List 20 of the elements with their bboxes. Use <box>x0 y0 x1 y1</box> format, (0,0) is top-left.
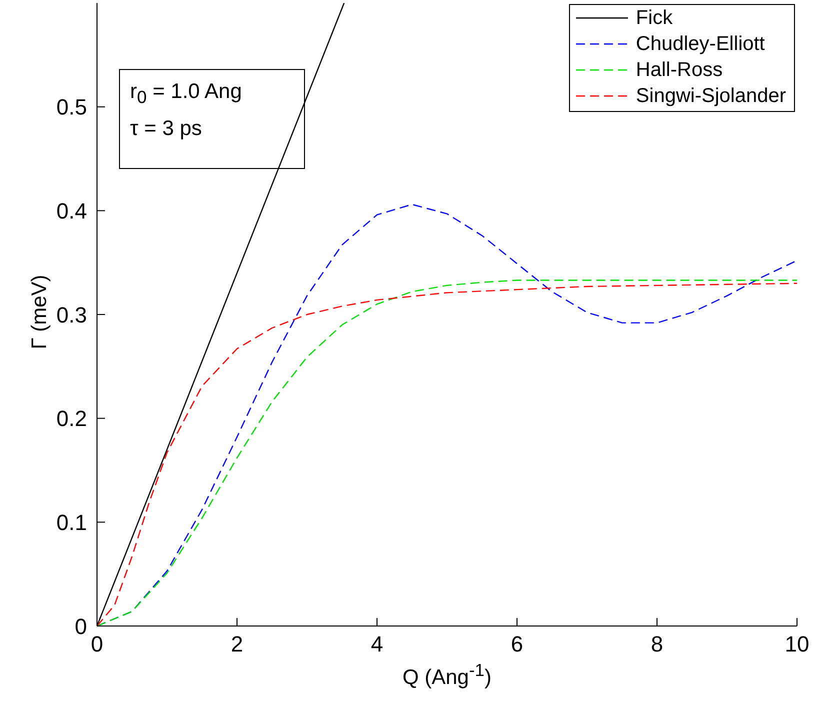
x-tick-label: 4 <box>370 632 384 657</box>
annotation: r$_{0}$ = 1.0 Ang <box>130 79 243 110</box>
x-tick-label: 0 <box>90 632 104 657</box>
legend-label: Fick <box>636 6 673 31</box>
x-tick-label: 2 <box>230 632 244 657</box>
y-tick-label: 0.5 <box>56 94 87 120</box>
y-tick-label: 0.1 <box>56 510 87 535</box>
x-tick-label: 10 <box>784 632 810 657</box>
x-tick-label: 6 <box>510 632 524 657</box>
legend-label: Singwi-Sjolander <box>636 84 786 109</box>
y-tick-label: 0 <box>74 614 87 639</box>
y-axis-title: Γ (meV) <box>28 274 52 352</box>
y-tick-label: 0.3 <box>56 302 87 328</box>
y-tick-label: 0.4 <box>56 198 87 224</box>
legend-label: Chudley-Elliott <box>636 32 765 57</box>
x-axis-title: Q (Ang$^{-1}$) <box>401 660 493 690</box>
annotation: τ = 3 ps <box>130 116 203 142</box>
y-tick-label: 0.2 <box>56 406 87 432</box>
legend-label: Hall-Ross <box>636 58 723 83</box>
x-tick-label: 8 <box>650 632 664 657</box>
